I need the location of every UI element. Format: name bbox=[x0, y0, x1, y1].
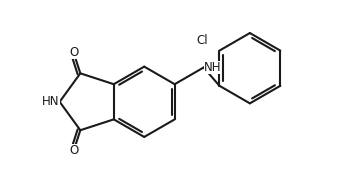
Text: O: O bbox=[69, 46, 78, 59]
Text: O: O bbox=[69, 144, 78, 158]
Text: NH: NH bbox=[204, 61, 221, 74]
Text: Cl: Cl bbox=[197, 34, 208, 47]
Text: HN: HN bbox=[42, 95, 59, 108]
